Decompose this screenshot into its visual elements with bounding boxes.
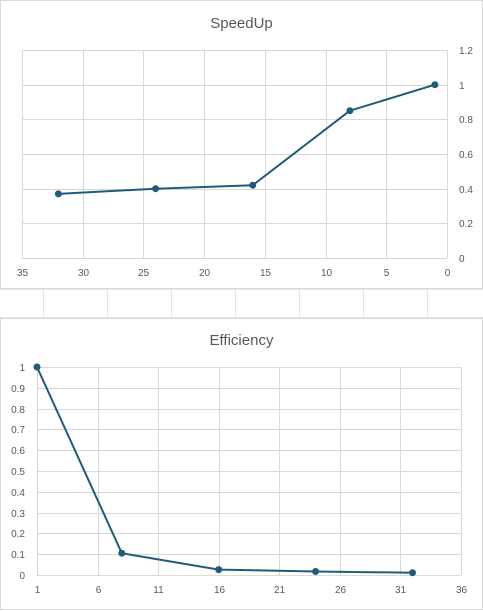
x-tick-label: 16 [214, 585, 226, 596]
gridlines [22, 50, 448, 259]
series-line [58, 83, 436, 195]
y-tick-label: 0.8 [459, 115, 473, 126]
y-tick-label: 0.2 [459, 219, 473, 230]
data-point[interactable] [431, 81, 439, 89]
data-point[interactable] [152, 185, 160, 193]
data-point[interactable] [409, 569, 416, 577]
x-tick-label: 6 [96, 585, 102, 596]
y-tick-label: 0 [459, 254, 465, 265]
data-point[interactable] [312, 568, 320, 575]
y-tick-label: 1 [459, 81, 465, 92]
data-point[interactable] [249, 181, 257, 189]
series-line [36, 366, 413, 574]
y-tick-label: 0 [19, 571, 25, 582]
data-point[interactable] [54, 190, 62, 198]
x-tick-label: 25 [138, 268, 150, 279]
x-tick-label: 35 [17, 268, 29, 279]
x-tick-label: 21 [274, 585, 286, 596]
y-tick-label: 0.6 [459, 150, 473, 161]
data-point[interactable] [215, 566, 223, 574]
x-tick-label: 0 [445, 268, 451, 279]
x-tick-label: 20 [199, 268, 211, 279]
y-tick-label: 0.4 [11, 488, 25, 499]
data-point[interactable] [346, 107, 354, 115]
x-tick-label: 31 [395, 585, 407, 596]
x-tick-label: 11 [153, 585, 164, 596]
data-point[interactable] [33, 363, 41, 371]
y-tick-label: 1.2 [459, 46, 473, 57]
chart-title: Efficiency [209, 332, 274, 349]
x-tick-label: 10 [321, 268, 333, 279]
y-tick-label: 0.5 [11, 467, 25, 478]
speedup-chart[interactable]: SpeedUp 0 0.2 0.4 0.6 0.8 1 1.2 35 30 25 20 15 10 5 0 [0, 0, 483, 289]
y-tick-label: 0.9 [11, 384, 25, 395]
y-tick-label: 0.8 [11, 405, 25, 416]
y-tick-label: 0.3 [11, 509, 25, 520]
y-tick-label: 0.1 [11, 550, 25, 561]
x-tick-label: 5 [384, 268, 390, 279]
x-tick-label: 15 [260, 268, 272, 279]
x-tick-label: 36 [456, 585, 468, 596]
efficiency-plot-area: 00.10.20.30.40.50.60.70.80.911 6 11 16 21 26 3… [11, 363, 468, 596]
y-tick-label: 0.4 [459, 185, 473, 196]
y-tick-label: 0.7 [11, 425, 25, 436]
x-tick-label: 30 [78, 268, 90, 279]
x-tick-label: 26 [335, 585, 347, 596]
y-tick-label: 0.2 [11, 529, 25, 540]
y-tick-label: 0.6 [11, 446, 25, 457]
y-tick-label: 1 [19, 363, 25, 374]
gridlines [37, 367, 462, 576]
efficiency-chart[interactable]: Efficiency 0 0.1 0.2 0.3 0.4 0.5 0.6 0.7 0.8 0.9 1… [0, 318, 483, 610]
speedup-plot-area: 0 0.2 0.4 0.6 0.8 1 1.2 35 30 25 20 15 10 5 0 [17, 46, 473, 279]
x-tick-label: 1 [35, 585, 41, 596]
chart-title: SpeedUp [210, 15, 273, 32]
data-point[interactable] [118, 549, 126, 557]
